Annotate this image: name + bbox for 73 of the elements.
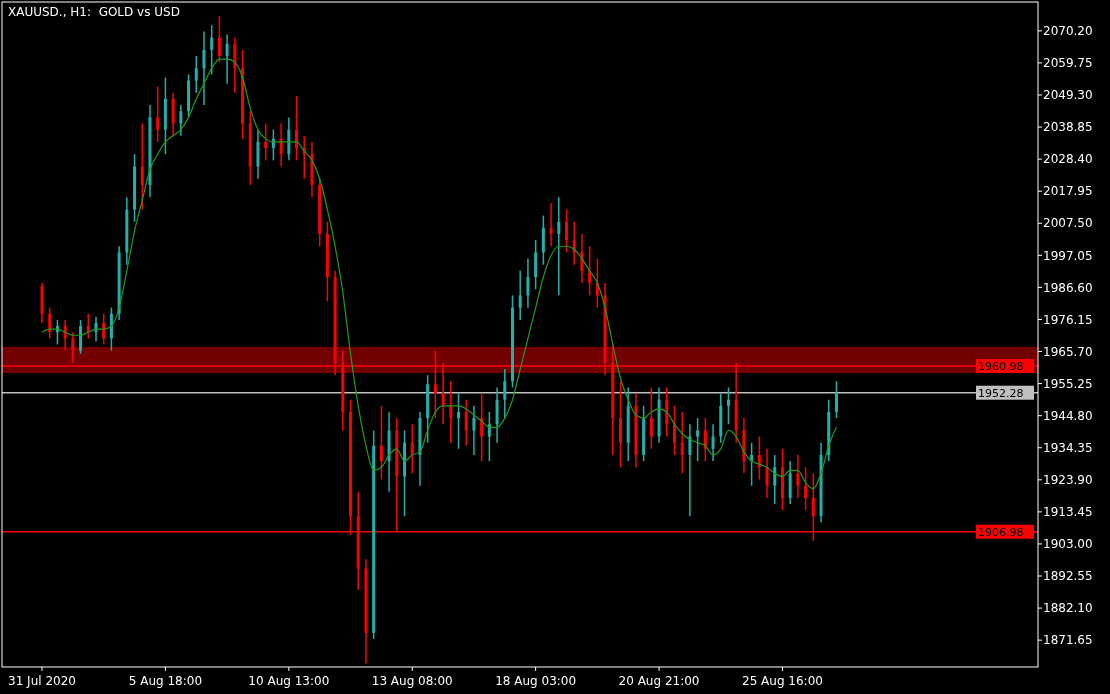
candlestick <box>549 202 553 248</box>
candlestick <box>672 405 676 456</box>
x-tick-label: 5 Aug 18:00 <box>128 674 203 688</box>
y-tick-label: 2038.85 <box>1043 120 1093 135</box>
candlestick <box>526 257 530 309</box>
candlestick <box>726 386 730 426</box>
candlestick <box>580 233 584 284</box>
x-tick-label: 18 Aug 03:00 <box>495 674 577 688</box>
candlestick <box>449 380 453 444</box>
candlestick <box>140 122 144 211</box>
candlestick <box>156 85 160 143</box>
x-tick-label: 10 Aug 13:00 <box>248 674 330 688</box>
candlestick <box>804 466 808 511</box>
y-tick-label: 1871.65 <box>1043 633 1093 648</box>
y-tick-label: 1944.80 <box>1043 408 1093 423</box>
candlestick <box>796 454 800 499</box>
candlestick <box>711 423 715 462</box>
y-tick-label: 2028.40 <box>1043 152 1093 167</box>
y-tick-label: 2059.75 <box>1043 56 1093 71</box>
y-tick-label: 1913.45 <box>1043 505 1093 520</box>
y-tick-label: 2007.50 <box>1043 216 1093 231</box>
y-tick-label: 1976.15 <box>1043 312 1093 327</box>
candlestick <box>472 405 476 456</box>
candlestick <box>557 196 561 297</box>
line-series <box>41 58 838 490</box>
candlestick <box>71 331 75 364</box>
y-tick-label: 1997.05 <box>1043 248 1093 263</box>
y-tick-label: 1934.35 <box>1043 440 1093 455</box>
ref-line-label: 1906.98 <box>978 525 1024 539</box>
candlestick <box>680 411 684 475</box>
candlestick <box>649 386 653 450</box>
candlestick <box>403 429 407 518</box>
y-tick-label: 1882.10 <box>1043 601 1093 616</box>
candlestick <box>834 380 838 419</box>
candlestick <box>487 411 491 462</box>
candlestick <box>457 392 461 450</box>
ref-line-label: 1960.98 <box>978 359 1024 373</box>
candlestick <box>703 417 707 462</box>
y-tick-label: 1892.55 <box>1043 569 1093 584</box>
x-tick-label: 20 Aug 21:00 <box>618 674 700 688</box>
candlestick <box>225 33 229 85</box>
candlestick <box>264 122 268 162</box>
y-tick-label: 1986.60 <box>1043 280 1093 295</box>
candlestick <box>773 454 777 505</box>
candlestick <box>194 55 198 94</box>
candlestick <box>379 405 383 481</box>
candlestick <box>179 104 183 137</box>
candlestick <box>480 392 484 462</box>
candlestick <box>410 423 414 475</box>
candlestick <box>511 294 514 389</box>
y-tick-label: 2049.30 <box>1043 88 1093 103</box>
candlestick <box>765 448 769 499</box>
candlestick <box>217 15 221 63</box>
candlestick <box>565 208 568 254</box>
candlestick <box>696 417 700 462</box>
candlestick <box>688 423 692 518</box>
candlestick <box>210 24 214 76</box>
candlestick <box>202 30 206 106</box>
candlestick <box>518 270 522 321</box>
y-tick-label: 1923.90 <box>1043 473 1093 488</box>
y-tick-label: 1903.00 <box>1043 537 1093 552</box>
y-tick-label: 2070.20 <box>1043 24 1093 39</box>
ref-line-label: 1952.28 <box>978 386 1024 400</box>
y-tick-label: 1965.70 <box>1043 344 1093 359</box>
candlestick <box>464 398 468 447</box>
candlestick <box>618 380 622 468</box>
x-tick-label: 25 Aug 16:00 <box>742 674 823 688</box>
chart-title: XAUUSD., H1: GOLD vs USD <box>8 5 180 19</box>
x-tick-label: 13 Aug 08:00 <box>371 674 453 688</box>
y-tick-label: 1955.25 <box>1043 376 1093 391</box>
y-tick-label: 2017.95 <box>1043 184 1093 199</box>
x-tick-label: 31 Jul 2020 <box>8 674 76 688</box>
candlestick <box>503 368 507 419</box>
